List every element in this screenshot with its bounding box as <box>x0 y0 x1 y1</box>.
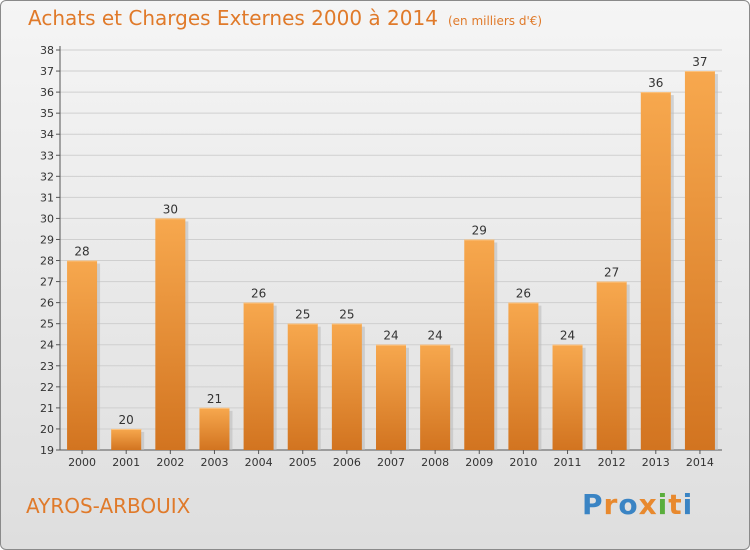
y-tick-label: 23 <box>40 360 54 373</box>
logo-letter: i <box>657 488 669 521</box>
y-tick-label: 27 <box>40 276 54 289</box>
x-tick-label: 2004 <box>245 456 273 469</box>
chart-subtitle: (en milliers d'€) <box>447 14 543 28</box>
y-tick-label: 30 <box>40 212 54 225</box>
town-name: AYROS-ARBOUIX <box>26 494 191 518</box>
y-tick-label: 19 <box>40 444 54 457</box>
bar <box>464 239 495 450</box>
data-labels: 28 20 30 21 26 25 25 24 24 29 26 24 27 36 37 <box>74 55 707 427</box>
logo-letter: P <box>582 488 604 521</box>
y-tick-label: 24 <box>40 339 54 352</box>
bar <box>640 92 671 451</box>
data-label: 37 <box>692 55 707 69</box>
data-label: 30 <box>163 202 178 216</box>
y-tick-label: 31 <box>40 191 54 204</box>
logo-letter: i <box>682 488 694 521</box>
bar <box>155 218 186 450</box>
title-text: Achats et Charges Externes 2000 à 2014 <box>28 6 438 30</box>
bar <box>243 302 274 450</box>
data-label: 26 <box>516 287 531 301</box>
bar <box>684 71 715 450</box>
x-tick-label: 2014 <box>686 456 714 469</box>
x-tick-label: 2005 <box>289 456 317 469</box>
y-tick-label: 38 <box>40 44 54 57</box>
y-tick-label: 22 <box>40 381 54 394</box>
x-tick-labels: 2000 2001 2002 2003 2004 2005 2006 2007 2008 2009… <box>68 450 714 469</box>
x-tick-label: 2000 <box>68 456 96 469</box>
y-tick-label: 20 <box>40 423 54 436</box>
data-label: 26 <box>251 287 266 301</box>
bar <box>287 323 318 450</box>
x-tick-label: 2013 <box>642 456 670 469</box>
bar <box>508 302 539 450</box>
y-tick-label: 37 <box>40 65 54 78</box>
proxiti-logo: Proxiti <box>582 488 693 521</box>
y-tick-label: 29 <box>40 233 54 246</box>
y-tick-label: 32 <box>40 170 54 183</box>
bar <box>552 344 583 450</box>
y-tick-label: 35 <box>40 107 54 120</box>
y-tick-label: 34 <box>40 128 54 141</box>
y-tick-label: 21 <box>40 402 54 415</box>
data-label: 25 <box>295 308 310 322</box>
logo-letter: x <box>638 488 658 521</box>
chart-title: Achats et Charges Externes 2000 à 2014 (e… <box>28 6 542 30</box>
data-label: 24 <box>560 329 575 343</box>
data-label: 25 <box>339 308 354 322</box>
bar <box>596 281 627 450</box>
x-tick-label: 2002 <box>156 456 184 469</box>
bar <box>67 260 98 450</box>
data-label: 29 <box>472 223 487 237</box>
x-tick-label: 2011 <box>554 456 582 469</box>
bar <box>331 323 362 450</box>
y-tick-labels: 19 20 21 22 23 24 25 26 27 28 29 30 31 32 33 34 35 36 37 38 <box>40 44 54 457</box>
logo-letter: t <box>668 488 683 521</box>
y-tick-label: 25 <box>40 318 54 331</box>
x-tick-label: 2001 <box>112 456 140 469</box>
logo-letter: r <box>603 488 619 521</box>
y-tick-label: 33 <box>40 149 54 162</box>
data-label: 27 <box>604 266 619 280</box>
x-tick-label: 2006 <box>333 456 361 469</box>
x-tick-label: 2008 <box>421 456 449 469</box>
data-label: 20 <box>119 413 134 427</box>
x-tick-label: 2007 <box>377 456 405 469</box>
bars <box>67 71 718 451</box>
data-label: 24 <box>383 329 398 343</box>
y-tick-label: 26 <box>40 297 54 310</box>
bar <box>199 407 230 450</box>
x-tick-label: 2009 <box>465 456 493 469</box>
x-tick-label: 2010 <box>509 456 537 469</box>
y-tick-label: 36 <box>40 86 54 99</box>
data-label: 21 <box>207 392 222 406</box>
bar <box>420 344 451 450</box>
bar <box>111 428 142 450</box>
x-tick-label: 2012 <box>598 456 626 469</box>
data-label: 28 <box>74 245 89 259</box>
bar <box>376 344 406 450</box>
data-label: 36 <box>648 76 663 90</box>
x-tick-label: 2003 <box>200 456 228 469</box>
data-label: 24 <box>427 329 442 343</box>
logo-letter: o <box>618 488 639 521</box>
y-tick-label: 28 <box>40 255 54 268</box>
